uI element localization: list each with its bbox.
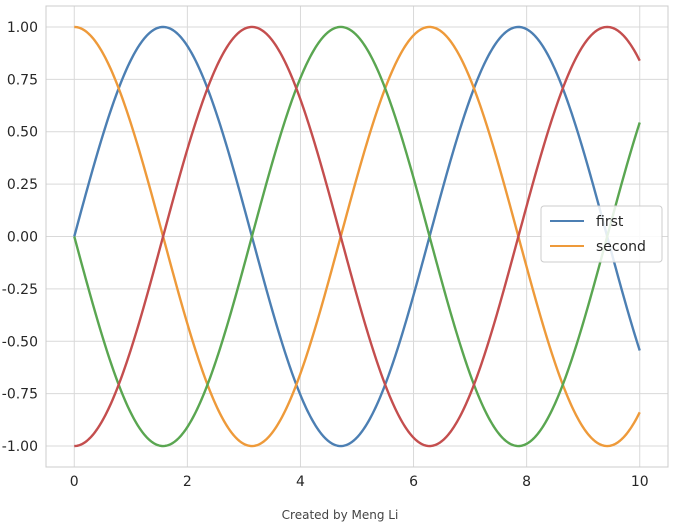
x-tick-label: 8 xyxy=(522,474,531,490)
legend: first second xyxy=(540,205,663,263)
legend-label-first: first xyxy=(596,214,624,230)
y-tick-label: -1.00 xyxy=(2,439,38,455)
y-axis-ticks: 1.00 0.75 0.50 0.25 0.00 -0.25 -0.50 -0.75 -1.00 xyxy=(2,20,38,455)
y-tick-label: 1.00 xyxy=(7,20,38,36)
series-line-3 xyxy=(73,25,641,448)
x-tick-label: 6 xyxy=(409,474,418,490)
y-tick-label: 0.50 xyxy=(7,125,38,141)
series-line-4 xyxy=(74,25,641,448)
x-tick-label: 0 xyxy=(70,474,79,490)
series-lines xyxy=(73,25,641,448)
series-line-1 xyxy=(73,25,641,448)
x-tick-label: 2 xyxy=(183,474,192,490)
y-tick-label: -0.75 xyxy=(2,387,38,403)
y-tick-label: 0.00 xyxy=(7,230,38,246)
plot-frame xyxy=(45,5,669,468)
y-tick-label: -0.25 xyxy=(2,282,38,298)
x-axis-ticks: 0 2 4 6 8 10 xyxy=(70,474,649,490)
caption: Created by Meng Li xyxy=(281,508,399,522)
y-tick-label: -0.50 xyxy=(2,334,38,350)
x-tick-label: 10 xyxy=(631,474,649,490)
y-tick-label: 0.25 xyxy=(7,177,38,193)
legend-label-second: second xyxy=(596,239,646,255)
line-chart: 1.00 0.75 0.50 0.25 0.00 -0.25 -0.50 -0.75 -1.00… xyxy=(2,5,669,490)
y-tick-label: 0.75 xyxy=(7,72,38,88)
series-line-2 xyxy=(74,25,641,448)
x-tick-label: 4 xyxy=(296,474,305,490)
